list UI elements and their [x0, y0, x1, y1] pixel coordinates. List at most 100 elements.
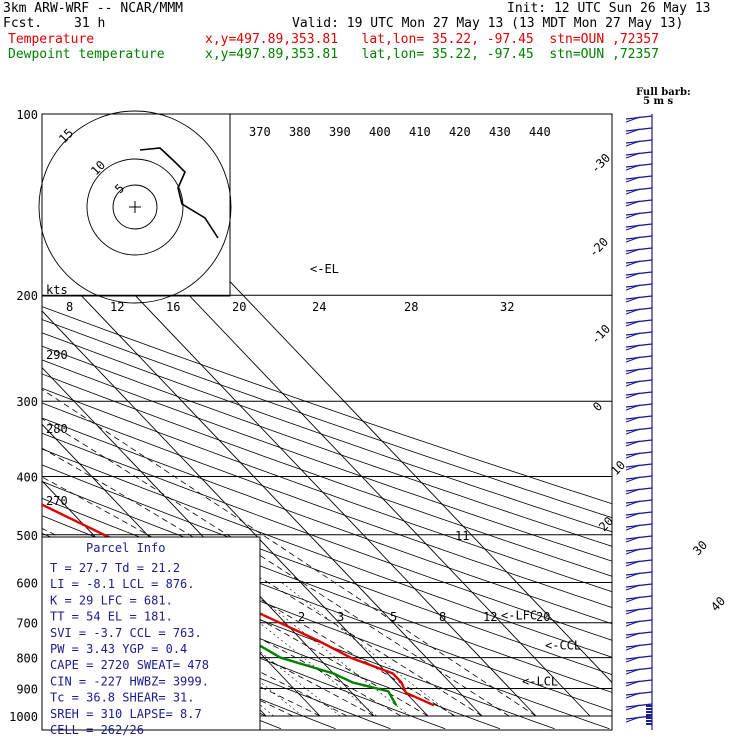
dry-adiabat-line	[42, 464, 612, 676]
barb-legend-unit: 5 m s	[643, 96, 674, 107]
parcel-info-row: K = 29 LFC = 681.	[50, 593, 173, 607]
mixing-ratio-label: 3	[337, 610, 344, 624]
wind-barb-feather	[625, 644, 641, 651]
isotherm-line	[42, 253, 483, 717]
pressure-tick-label: 700	[16, 617, 38, 631]
wind-barb-feather	[625, 632, 641, 639]
dewpoint-profile	[42, 547, 398, 706]
wind-barb-feather	[625, 416, 641, 423]
pressure-tick-label: 800	[16, 652, 38, 666]
wind-barb-feather	[625, 596, 641, 603]
dry-adiabat-line	[42, 589, 391, 730]
wind-barb-feather	[625, 452, 641, 459]
theta-e-label: 420	[449, 125, 471, 139]
wind-barb-feather	[625, 236, 641, 243]
parcel-info-row: LI = -8.1 LCL = 876.	[50, 577, 195, 591]
hodograph-trace	[139, 147, 219, 239]
wind-barb-feather	[625, 248, 641, 255]
dry-adiabat-line	[42, 432, 612, 641]
mixing-ratio-label: 12	[483, 610, 497, 624]
wind-barb-feather	[625, 584, 641, 591]
wind-barb-feather	[625, 668, 641, 675]
wind-barb-feather	[625, 488, 641, 495]
wind-barb-feather	[625, 128, 641, 135]
dry-adiabat-line	[42, 373, 612, 577]
mixing-ratio-line	[240, 582, 411, 717]
wind-barb-feather	[625, 212, 641, 219]
level-marker-label: <-LFC	[501, 609, 537, 623]
wind-barb-feather	[625, 476, 641, 483]
wind-barb-feather	[625, 512, 641, 519]
pressure-tick-label: 300	[16, 395, 38, 409]
theta-e-label: 410	[409, 125, 431, 139]
forecast-label: Fcst.	[3, 16, 43, 31]
wind-barb-feather	[625, 332, 641, 339]
dry-adiabat-line	[42, 359, 612, 562]
wind-barb-feather	[625, 428, 641, 435]
hodograph-ring	[38, 110, 232, 304]
hodograph-speed-label: 28	[404, 300, 418, 314]
wind-barb-feather	[625, 224, 641, 231]
mixing-ratio-label: 20	[536, 610, 550, 624]
isotherm-tick-label: -20	[586, 235, 611, 260]
wind-barb-feather	[625, 692, 641, 699]
wind-barb-feather	[625, 356, 641, 363]
wind-barb-feather	[625, 572, 641, 579]
mixing-ratio-label: 5	[390, 610, 397, 624]
parcel-info-row: TT = 54 EL = 181.	[50, 610, 173, 624]
theta-label: 280	[46, 422, 68, 436]
temperature-station-info: x,y=497.89,353.81 lat,lon= 35.22, -97.45…	[205, 32, 659, 47]
hodograph-speed-label: 12	[110, 300, 124, 314]
parcel-info-row: SVI = -3.7 CCL = 763.	[50, 626, 202, 640]
hodograph-speed-label: 32	[500, 300, 514, 314]
wind-barb-feather	[625, 656, 641, 663]
parcel-info-row: Tc = 36.8 SHEAR= 31.	[50, 691, 195, 705]
parcel-info-row: PW = 3.43 YGP = 0.4	[50, 642, 187, 656]
level-marker-label: <-EL	[310, 262, 339, 276]
wind-barb-feather	[625, 152, 641, 159]
wind-barb-feather	[625, 704, 641, 711]
dry-adiabat-line	[42, 306, 612, 505]
isotherm-line	[42, 366, 375, 717]
theta-label: 290	[46, 348, 68, 362]
wind-barbs	[625, 114, 653, 730]
hodograph-speed-label: 16	[166, 300, 180, 314]
moist-adiabat-line	[42, 568, 348, 717]
dry-adiabat-line	[42, 481, 612, 693]
model-title: 3km ARW-WRF -- NCAR/MMM	[3, 1, 184, 16]
pressure-tick-label: 900	[16, 682, 38, 696]
hodograph-units-label: kts	[46, 283, 68, 297]
dry-adiabat-line	[42, 319, 612, 519]
isotherm-tick-label: -10	[588, 322, 613, 347]
wind-barb-feather	[625, 464, 641, 471]
isotherm-tick-label: 10	[608, 458, 628, 478]
parcel-info-row: CAPE = 2720 SWEAT= 478	[50, 658, 209, 672]
wind-barb-feather	[625, 200, 641, 207]
parcel-info-row: SREH = 310 LAPSE= 8.7	[50, 707, 202, 721]
hodograph-speed-label: 20	[232, 300, 246, 314]
isotherm-tick-label: 20	[596, 514, 616, 534]
theta-e-label-lower: 11	[455, 529, 469, 543]
theta-label: 270	[46, 494, 68, 508]
dry-adiabat-line	[42, 345, 612, 547]
mixing-ratio-label: 8	[439, 610, 446, 624]
level-marker-label: <-CCL	[545, 638, 581, 652]
plot-frame	[41, 113, 613, 731]
wind-barb-feather	[625, 176, 641, 183]
isotherm-tick-label: 40	[708, 594, 728, 614]
wind-barb-feather	[625, 164, 641, 171]
wind-barb-feather	[625, 380, 641, 387]
wind-barb-feather	[625, 284, 641, 291]
wind-barb-feather	[625, 308, 641, 315]
valid-time: Valid: 19 UTC Mon 27 May 13 (13 MDT Mon …	[292, 16, 684, 31]
wind-barb-feather	[625, 620, 641, 627]
mixing-ratio-label: 2	[298, 610, 305, 624]
wind-barb-feather	[625, 536, 641, 543]
isotherm-tick-label: -30	[588, 151, 613, 176]
parcel-info-title: Parcel Info	[86, 541, 165, 555]
parcel-info-row: CIN = -227 HWBZ= 3999.	[50, 674, 209, 688]
barb-legend-label: Full barb:	[636, 87, 691, 98]
pressure-tick-label: 400	[16, 470, 38, 484]
wind-barb-feather	[625, 188, 641, 195]
